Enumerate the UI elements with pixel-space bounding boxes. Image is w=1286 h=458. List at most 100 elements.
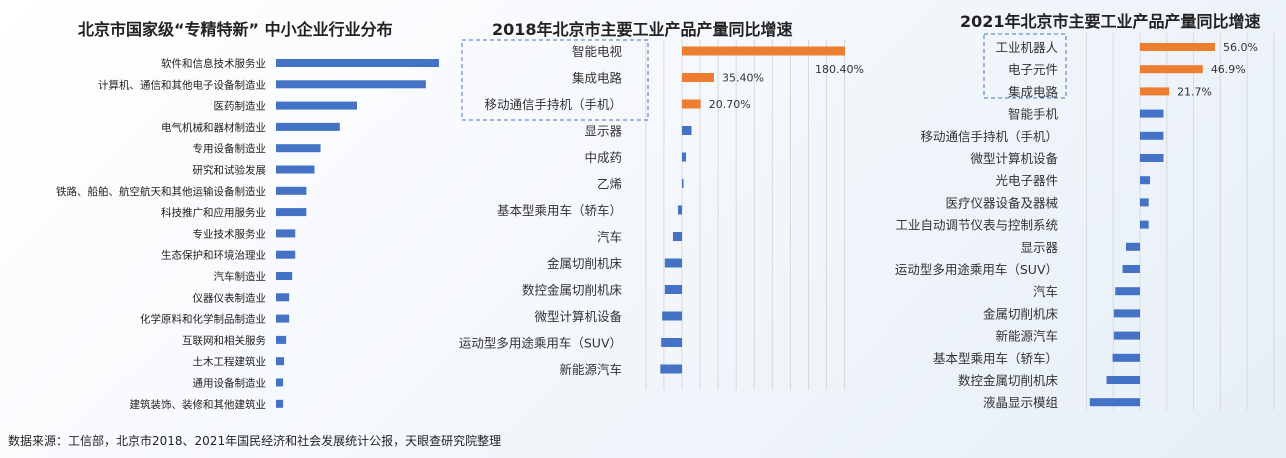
category-label: 金属切削机床 xyxy=(983,306,1059,321)
chart-title-industry: 北京市国家级“专精特新” 中小企业行业分布 xyxy=(78,20,393,39)
chart-panel-2018: 2018年北京市主要工业产品产量同比增速 智能电视 180.40% 集成电路 35.4… xyxy=(440,0,864,420)
category-label: 微型计算机设备 xyxy=(534,309,622,324)
bar xyxy=(1140,176,1151,185)
bar xyxy=(672,232,682,241)
bar xyxy=(682,126,692,135)
category-label: 医药制造业 xyxy=(214,100,267,113)
bar xyxy=(1140,131,1164,140)
category-label: 基本型乘用车（轿车） xyxy=(933,351,1058,366)
bar xyxy=(1113,331,1140,340)
bar xyxy=(1115,287,1140,296)
bar xyxy=(1140,198,1149,207)
category-label: 通用设备制造业 xyxy=(193,377,267,390)
category-label: 工业机器人 xyxy=(995,40,1058,55)
highlight-box xyxy=(983,33,1067,99)
bar xyxy=(677,205,682,215)
category-label: 集成电路 xyxy=(572,71,623,86)
chart-panel-industry: 北京市国家级“专精特新” 中小企业行业分布 软件和信息技术服务业计算机、通信和其… xyxy=(0,0,440,420)
bar xyxy=(1140,43,1215,51)
category-label: 新能源汽车 xyxy=(559,362,622,377)
bar xyxy=(664,285,682,294)
category-label: 研究和试验发展 xyxy=(193,164,267,177)
source-note: 数据来源：工信部，北京市2018、2021年国民经济和社会发展统计公报，天眼查研… xyxy=(8,434,502,448)
category-label: 运动型多用途乘用车（SUV） xyxy=(459,336,622,351)
data-label: 35.40% xyxy=(722,72,764,85)
category-label: 生态保护和环境治理业 xyxy=(161,249,266,262)
bar xyxy=(682,99,701,109)
bar xyxy=(682,73,714,82)
category-label: 专用设备制造业 xyxy=(193,142,267,155)
category-label: 科技推广和应用服务业 xyxy=(161,206,266,219)
bar xyxy=(1140,65,1203,74)
data-label: 180.40% xyxy=(815,63,864,76)
category-label: 数控金属切削机床 xyxy=(958,373,1059,388)
data-label: 21.7% xyxy=(1177,85,1212,98)
bar xyxy=(1140,154,1164,162)
bar xyxy=(664,258,682,268)
chart-2021-growth: 工业机器人 56.0% 电子元件 46.9% 集成电路 21.7% 智能手机移动通信手持机（… xyxy=(895,33,1275,410)
bar xyxy=(661,338,682,347)
bar xyxy=(276,293,290,302)
category-label: 工业自动调节仪表与控制系统 xyxy=(895,218,1058,233)
category-label: 医疗仪器设备及器械 xyxy=(945,195,1058,210)
category-label: 显示器 xyxy=(1020,240,1058,255)
category-label: 光电子器件 xyxy=(995,173,1058,188)
category-label: 化学原料和化学制品制造业 xyxy=(140,313,266,326)
category-label: 专业技术服务业 xyxy=(193,227,267,240)
category-label: 中成药 xyxy=(584,150,622,165)
bar xyxy=(1140,220,1149,229)
bar xyxy=(276,208,307,217)
category-label: 显示器 xyxy=(584,124,622,139)
bar xyxy=(1113,309,1140,318)
bar xyxy=(276,59,439,67)
category-label: 互联网和相关服务 xyxy=(182,334,266,347)
category-label: 集成电路 xyxy=(1008,84,1059,99)
category-label: 智能电视 xyxy=(572,44,623,59)
category-label: 仪器仪表制造业 xyxy=(193,291,267,304)
data-label: 46.9% xyxy=(1211,63,1246,76)
bar xyxy=(276,314,290,323)
category-label: 移动通信手持机（手机） xyxy=(920,129,1058,144)
category-label: 数控金属切削机床 xyxy=(522,283,623,298)
bar xyxy=(682,179,684,188)
bar xyxy=(276,101,357,110)
chart-panel-2021: 2021年北京市主要工业产品产量同比增速 工业机器人 56.0% 电子元件 46.9%… xyxy=(860,0,1286,420)
category-label: 电子元件 xyxy=(1008,62,1058,77)
category-label: 基本型乘用车（轿车） xyxy=(497,203,622,218)
category-label: 乙烯 xyxy=(597,177,622,192)
category-label: 软件和信息技术服务业 xyxy=(161,57,266,70)
bar xyxy=(660,364,682,374)
category-label: 运动型多用途乘用车（SUV） xyxy=(895,262,1058,277)
chart-2018-growth: 智能电视 180.40% 集成电路 35.40% 移动通信手持机（手机） 20.70% 显示… xyxy=(459,39,864,390)
bar xyxy=(276,80,426,89)
bar xyxy=(276,335,287,344)
category-label: 汽车 xyxy=(1033,284,1058,299)
chart-industry-distribution: 软件和信息技术服务业计算机、通信和其他电子设备制造业医药制造业电气机械和器材制造… xyxy=(56,57,439,411)
category-label: 液晶显示模组 xyxy=(983,395,1058,410)
category-label: 汽车制造业 xyxy=(214,270,267,283)
bar xyxy=(1089,398,1140,407)
bar xyxy=(1122,265,1140,273)
bar xyxy=(276,399,284,408)
bar xyxy=(276,250,296,259)
category-label: 汽车 xyxy=(597,230,622,245)
bar xyxy=(276,165,315,174)
bar xyxy=(276,357,285,366)
category-label: 微型计算机设备 xyxy=(970,151,1058,166)
bar xyxy=(662,311,682,321)
category-label: 土木工程建筑业 xyxy=(193,355,267,368)
bar xyxy=(1140,109,1164,118)
bar xyxy=(276,186,307,195)
bar xyxy=(276,144,321,153)
bar xyxy=(1106,376,1140,384)
bar xyxy=(1125,242,1140,251)
category-label: 电气机械和器材制造业 xyxy=(161,121,266,134)
chart-title-2021: 2021年北京市主要工业产品产量同比增速 xyxy=(960,12,1261,31)
category-label: 智能手机 xyxy=(1008,107,1059,122)
bar xyxy=(682,152,687,162)
category-label: 移动通信手持机（手机） xyxy=(484,97,622,112)
category-label: 计算机、通信和其他电子设备制造业 xyxy=(98,78,266,91)
bar xyxy=(276,378,284,387)
bar xyxy=(682,46,845,56)
chart-title-2018: 2018年北京市主要工业产品产量同比增速 xyxy=(492,20,793,39)
